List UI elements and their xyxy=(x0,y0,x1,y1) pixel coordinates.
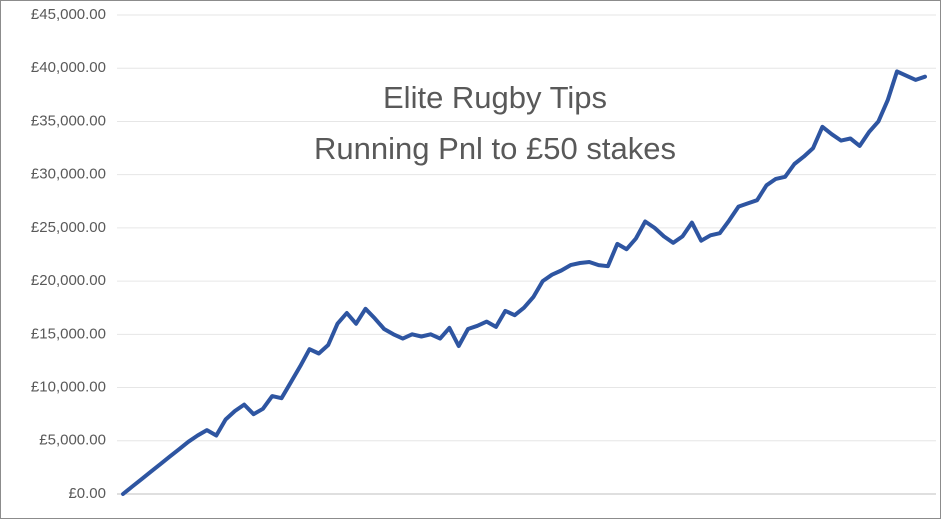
y-tick-label: £30,000.00 xyxy=(31,166,106,183)
y-tick-label: £15,000.00 xyxy=(31,325,106,342)
y-tick-label: £45,000.00 xyxy=(31,6,106,23)
y-tick-label: £25,000.00 xyxy=(31,219,106,236)
chart-title: Elite Rugby Tips xyxy=(383,80,607,115)
y-tick-label: £35,000.00 xyxy=(31,112,106,129)
y-tick-label: £20,000.00 xyxy=(31,272,106,289)
y-tick-label: £0.00 xyxy=(68,485,106,502)
y-tick-label: £10,000.00 xyxy=(31,379,106,396)
y-tick-label: £5,000.00 xyxy=(39,432,106,449)
y-tick-label: £40,000.00 xyxy=(31,59,106,76)
data-line xyxy=(121,69,927,496)
chart-subtitle: Running Pnl to £50 stakes xyxy=(314,131,676,166)
